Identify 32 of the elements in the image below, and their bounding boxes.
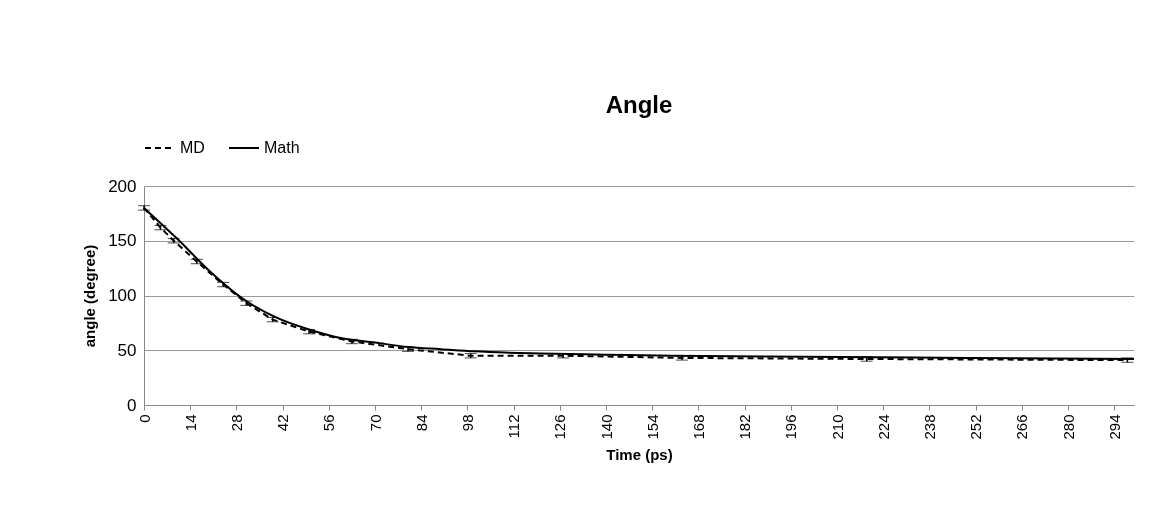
x-tick-label: 182 bbox=[736, 414, 754, 440]
legend-label: Math bbox=[264, 139, 300, 156]
y-axis-title: angle (degree) bbox=[81, 244, 99, 348]
chart-title: Angle bbox=[605, 91, 673, 118]
x-tick-label: 42 bbox=[274, 414, 292, 432]
x-tick-label: 126 bbox=[551, 414, 569, 440]
x-tick-label: 84 bbox=[412, 414, 430, 432]
x-tick-label: 210 bbox=[828, 414, 846, 440]
y-tick-label: 50 bbox=[117, 340, 137, 360]
x-tick-label: 140 bbox=[597, 414, 615, 440]
y-tick-label: 0 bbox=[127, 395, 137, 415]
x-tick-label: 154 bbox=[643, 414, 661, 440]
y-tick-label: 200 bbox=[108, 176, 137, 196]
x-tick-label: 196 bbox=[782, 414, 800, 440]
legend-label: MD bbox=[180, 139, 205, 156]
x-tick-label: 294 bbox=[1105, 414, 1123, 440]
x-tick-label: 70 bbox=[366, 414, 384, 432]
y-tick-label: 100 bbox=[108, 286, 137, 305]
x-tick-label: 252 bbox=[967, 414, 985, 440]
x-tick-label: 0 bbox=[135, 414, 153, 423]
x-tick-label: 266 bbox=[1013, 414, 1031, 440]
x-tick-label: 98 bbox=[458, 414, 476, 432]
x-tick-label: 238 bbox=[920, 414, 938, 440]
x-tick-label: 280 bbox=[1059, 414, 1077, 440]
x-axis-title: Time (ps) bbox=[606, 445, 673, 463]
x-tick-label: 112 bbox=[505, 414, 523, 439]
x-tick-label: 56 bbox=[320, 414, 338, 432]
x-tick-label: 224 bbox=[874, 414, 892, 440]
y-tick-label: 150 bbox=[108, 231, 137, 251]
x-tick-label: 14 bbox=[181, 414, 199, 432]
x-tick-label: 168 bbox=[689, 414, 707, 440]
x-tick-label: 28 bbox=[227, 414, 245, 432]
